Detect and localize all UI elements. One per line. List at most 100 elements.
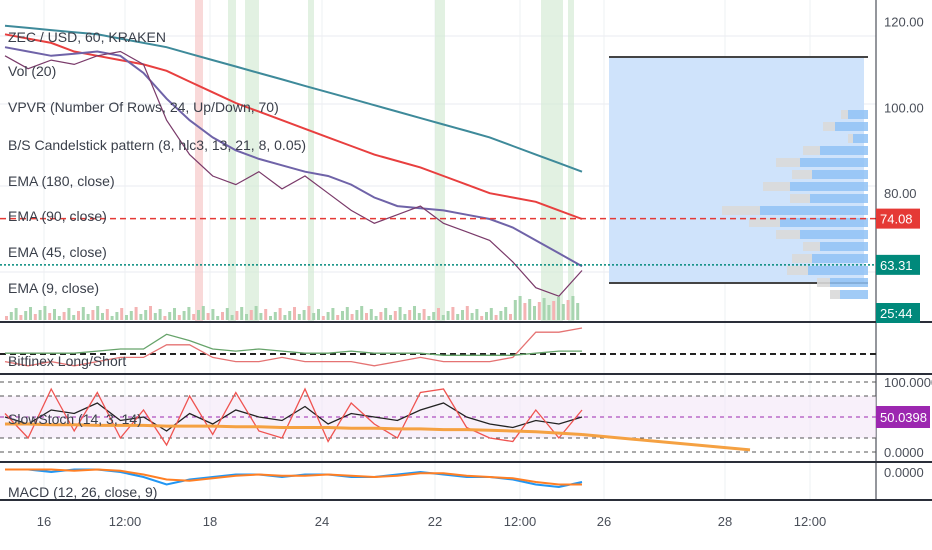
volume-bar xyxy=(326,312,330,320)
vpvr-bar-down xyxy=(848,134,853,143)
legend-ema-45[interactable]: EMA (45, close) xyxy=(8,244,107,260)
volume-bar xyxy=(197,310,200,320)
volume-bar xyxy=(302,310,306,320)
volume-bar xyxy=(115,312,119,320)
volume-bar xyxy=(499,311,503,320)
time-axis-tick: 22 xyxy=(428,514,442,529)
volume-bar xyxy=(72,315,76,320)
volume-bar xyxy=(408,310,412,320)
volume-bar xyxy=(307,306,311,320)
volume-bar xyxy=(283,315,287,320)
volume-bar xyxy=(168,312,172,320)
vpvr-bar xyxy=(830,278,868,287)
vpvr-bar xyxy=(835,122,868,131)
volume-bar xyxy=(48,313,52,320)
volume-bar xyxy=(480,316,484,320)
volume-bar xyxy=(144,310,148,320)
volume-bar xyxy=(417,313,421,320)
price-tag-text: 25:44 xyxy=(880,306,913,321)
vpvr-bar xyxy=(780,218,868,227)
volume-bar xyxy=(518,296,522,320)
volume-bar xyxy=(465,306,469,320)
volume-bar xyxy=(235,311,239,320)
price-levels xyxy=(0,217,876,266)
legend-bs-pattern[interactable]: B/S Candelstick pattern (8, hlc3, 13, 21… xyxy=(8,137,306,153)
volume-bar xyxy=(355,310,359,320)
vpvr-histogram xyxy=(722,110,868,299)
signal-band xyxy=(195,0,203,322)
vpvr-bar-down xyxy=(803,146,820,155)
volume-bar xyxy=(77,311,80,320)
volume-bar xyxy=(413,306,416,320)
volume-bar xyxy=(249,310,253,320)
volume-bar xyxy=(245,314,248,320)
volume-bar xyxy=(398,307,402,320)
legend-ema-9[interactable]: EMA (9, close) xyxy=(8,280,99,296)
legend-ema-180[interactable]: EMA (180, close) xyxy=(8,173,115,189)
vpvr-bar xyxy=(800,158,868,167)
volume-bar xyxy=(53,309,56,320)
vpvr-bar xyxy=(840,290,868,299)
vpvr-bar-down xyxy=(763,182,790,191)
volume-bar xyxy=(365,313,368,320)
volume-bar xyxy=(331,308,335,320)
volume-bar xyxy=(158,309,162,320)
volume-bar xyxy=(29,307,32,320)
volume-bar xyxy=(91,310,95,320)
legend-vpvr[interactable]: VPVR (Number Of Rows, 24, Up/Down, 70) xyxy=(8,99,279,115)
vpvr-bar xyxy=(812,254,868,263)
volume-bar xyxy=(187,307,191,320)
vpvr-bar-down xyxy=(841,110,848,119)
vpvr-bar xyxy=(790,182,868,191)
vpvr-bar xyxy=(853,134,868,143)
stoch-trend-extension xyxy=(581,433,751,452)
indicator-legend: ZEC / USD, 60, KRAKEN Vol (20) VPVR (Num… xyxy=(8,29,306,500)
legend-macd[interactable]: MACD (12, 26, close, 9) xyxy=(8,484,157,500)
volume-bar xyxy=(427,316,431,320)
price-series-line-1 xyxy=(4,33,583,220)
signal-band xyxy=(245,0,259,322)
stoch-line-2 xyxy=(5,422,583,436)
volume-bar xyxy=(149,306,152,320)
price-series-line-3 xyxy=(4,50,583,297)
volume-bar xyxy=(288,311,292,320)
price-tag xyxy=(876,254,920,275)
volume-bar xyxy=(336,315,340,320)
volume-bar xyxy=(566,300,570,320)
volume-bar xyxy=(470,313,474,320)
legend-vol[interactable]: Vol (20) xyxy=(8,63,56,79)
legend-long-short[interactable]: Bitfinex Long/Short xyxy=(8,353,126,369)
legend-slowstoch[interactable]: SlowStoch (14, 3, 14) xyxy=(8,411,142,427)
macd-line-1 xyxy=(5,468,582,486)
volume-bar xyxy=(173,308,176,320)
vpvr-bar xyxy=(820,242,868,251)
volume-bar xyxy=(489,308,493,320)
signal-band xyxy=(308,0,314,322)
volume-bar xyxy=(374,316,378,320)
vpvr-bar-down xyxy=(787,266,808,275)
volume-bar xyxy=(537,302,541,320)
volume-bar xyxy=(43,306,47,320)
volume-bar xyxy=(110,316,114,320)
vpvr-bar xyxy=(820,146,868,155)
stoch-axis-tick: 100.0000 xyxy=(884,375,932,390)
volume-bar xyxy=(494,315,498,320)
volume-bar xyxy=(533,306,536,320)
volume-bar xyxy=(177,315,181,320)
vpvr-bar-down xyxy=(722,206,760,215)
volume-bar xyxy=(437,308,440,320)
volume-bar xyxy=(259,313,263,320)
volume-bar xyxy=(273,312,277,320)
chart-title[interactable]: ZEC / USD, 60, KRAKEN xyxy=(8,29,166,45)
volume-bar xyxy=(120,308,124,320)
volume-bar xyxy=(254,306,258,320)
volume-bar xyxy=(38,310,42,320)
volume-bar xyxy=(57,316,61,320)
legend-ema-90[interactable]: EMA (90, close) xyxy=(8,208,107,224)
long-short-line-1 xyxy=(5,333,582,356)
volume-bar xyxy=(345,307,349,320)
time-axis-tick: 18 xyxy=(203,514,217,529)
volume-bar xyxy=(134,307,138,320)
volume-bar xyxy=(101,313,104,320)
